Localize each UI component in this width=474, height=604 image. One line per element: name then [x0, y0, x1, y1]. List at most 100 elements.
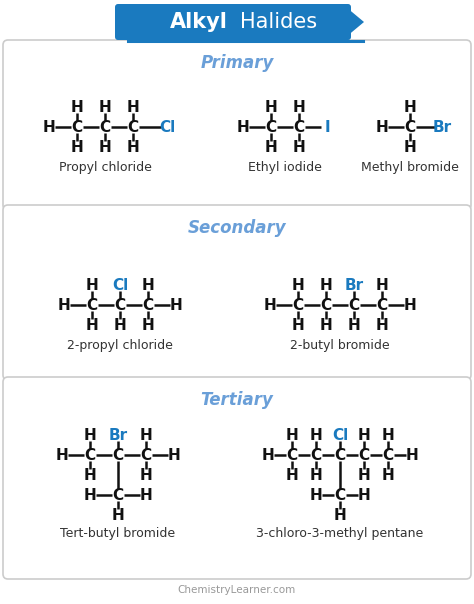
- Text: C: C: [293, 120, 305, 135]
- Text: Ethyl iodide: Ethyl iodide: [248, 161, 322, 174]
- Text: C: C: [112, 448, 124, 463]
- Text: C: C: [286, 448, 298, 463]
- Text: H: H: [292, 318, 304, 332]
- Text: H: H: [142, 277, 155, 292]
- FancyBboxPatch shape: [115, 4, 351, 40]
- Text: H: H: [310, 428, 322, 443]
- Text: H: H: [237, 120, 249, 135]
- Text: H: H: [140, 467, 152, 483]
- Text: H: H: [292, 140, 305, 155]
- Text: Secondary: Secondary: [188, 219, 286, 237]
- Text: H: H: [86, 277, 99, 292]
- Text: H: H: [347, 318, 360, 332]
- Text: Alkyl: Alkyl: [170, 12, 228, 32]
- Text: H: H: [264, 100, 277, 115]
- Text: C: C: [335, 448, 346, 463]
- Text: H: H: [71, 100, 83, 115]
- FancyBboxPatch shape: [3, 40, 471, 210]
- Text: H: H: [140, 487, 152, 503]
- Text: H: H: [357, 428, 370, 443]
- Text: H: H: [71, 140, 83, 155]
- Text: C: C: [335, 487, 346, 503]
- Text: C: C: [143, 298, 154, 312]
- Text: H: H: [43, 120, 55, 135]
- Text: Cl: Cl: [332, 428, 348, 443]
- Text: H: H: [114, 318, 127, 332]
- Text: H: H: [310, 487, 322, 503]
- Text: H: H: [170, 298, 182, 312]
- Text: H: H: [375, 318, 388, 332]
- Text: H: H: [140, 428, 152, 443]
- Text: H: H: [357, 487, 370, 503]
- Text: Primary: Primary: [201, 54, 273, 72]
- Text: C: C: [383, 448, 393, 463]
- Text: C: C: [265, 120, 276, 135]
- Text: Br: Br: [109, 428, 128, 443]
- Text: H: H: [382, 467, 394, 483]
- Text: C: C: [114, 298, 126, 312]
- Text: H: H: [168, 448, 181, 463]
- Text: I: I: [324, 120, 330, 135]
- Text: H: H: [357, 467, 370, 483]
- Text: C: C: [376, 298, 388, 312]
- Text: H: H: [404, 140, 416, 155]
- Text: H: H: [262, 448, 274, 463]
- Text: C: C: [404, 120, 416, 135]
- Text: H: H: [127, 100, 139, 115]
- Text: C: C: [310, 448, 321, 463]
- Text: Propyl chloride: Propyl chloride: [59, 161, 151, 174]
- Text: C: C: [348, 298, 360, 312]
- Text: H: H: [83, 467, 96, 483]
- Text: Cl: Cl: [159, 120, 175, 135]
- Text: C: C: [112, 487, 124, 503]
- Text: ChemistryLearner.com: ChemistryLearner.com: [178, 585, 296, 595]
- Text: C: C: [128, 120, 138, 135]
- Polygon shape: [346, 7, 364, 37]
- Text: 3-chloro-3-methyl pentane: 3-chloro-3-methyl pentane: [256, 527, 424, 540]
- Text: 2-propyl chloride: 2-propyl chloride: [67, 339, 173, 352]
- Text: Cl: Cl: [112, 277, 128, 292]
- Text: H: H: [286, 428, 298, 443]
- Text: C: C: [358, 448, 370, 463]
- Text: H: H: [264, 140, 277, 155]
- Text: H: H: [111, 507, 124, 522]
- Text: H: H: [99, 100, 111, 115]
- Text: H: H: [334, 507, 346, 522]
- FancyBboxPatch shape: [3, 377, 471, 579]
- Text: H: H: [375, 120, 388, 135]
- Text: H: H: [55, 448, 68, 463]
- Text: Methyl bromide: Methyl bromide: [361, 161, 459, 174]
- Text: H: H: [58, 298, 70, 312]
- Text: H: H: [292, 100, 305, 115]
- Text: H: H: [404, 298, 416, 312]
- Text: C: C: [84, 448, 96, 463]
- Text: C: C: [100, 120, 110, 135]
- Text: Br: Br: [432, 120, 452, 135]
- Text: H: H: [142, 318, 155, 332]
- Text: H: H: [404, 100, 416, 115]
- Text: Halides: Halides: [240, 12, 318, 32]
- Text: C: C: [86, 298, 98, 312]
- Text: C: C: [140, 448, 152, 463]
- Text: H: H: [83, 428, 96, 443]
- Text: Br: Br: [345, 277, 364, 292]
- Text: H: H: [127, 140, 139, 155]
- Text: H: H: [319, 318, 332, 332]
- Text: C: C: [292, 298, 303, 312]
- Text: H: H: [86, 318, 99, 332]
- Text: H: H: [382, 428, 394, 443]
- Text: C: C: [320, 298, 331, 312]
- Text: Tertiary: Tertiary: [201, 391, 273, 409]
- Text: H: H: [264, 298, 276, 312]
- Text: 2-butyl bromide: 2-butyl bromide: [290, 339, 390, 352]
- Text: C: C: [72, 120, 82, 135]
- Text: H: H: [375, 277, 388, 292]
- Text: Tert-butyl bromide: Tert-butyl bromide: [61, 527, 175, 540]
- Text: H: H: [292, 277, 304, 292]
- Text: H: H: [286, 467, 298, 483]
- Text: H: H: [310, 467, 322, 483]
- FancyBboxPatch shape: [3, 205, 471, 380]
- Text: H: H: [406, 448, 419, 463]
- Text: H: H: [319, 277, 332, 292]
- Text: H: H: [83, 487, 96, 503]
